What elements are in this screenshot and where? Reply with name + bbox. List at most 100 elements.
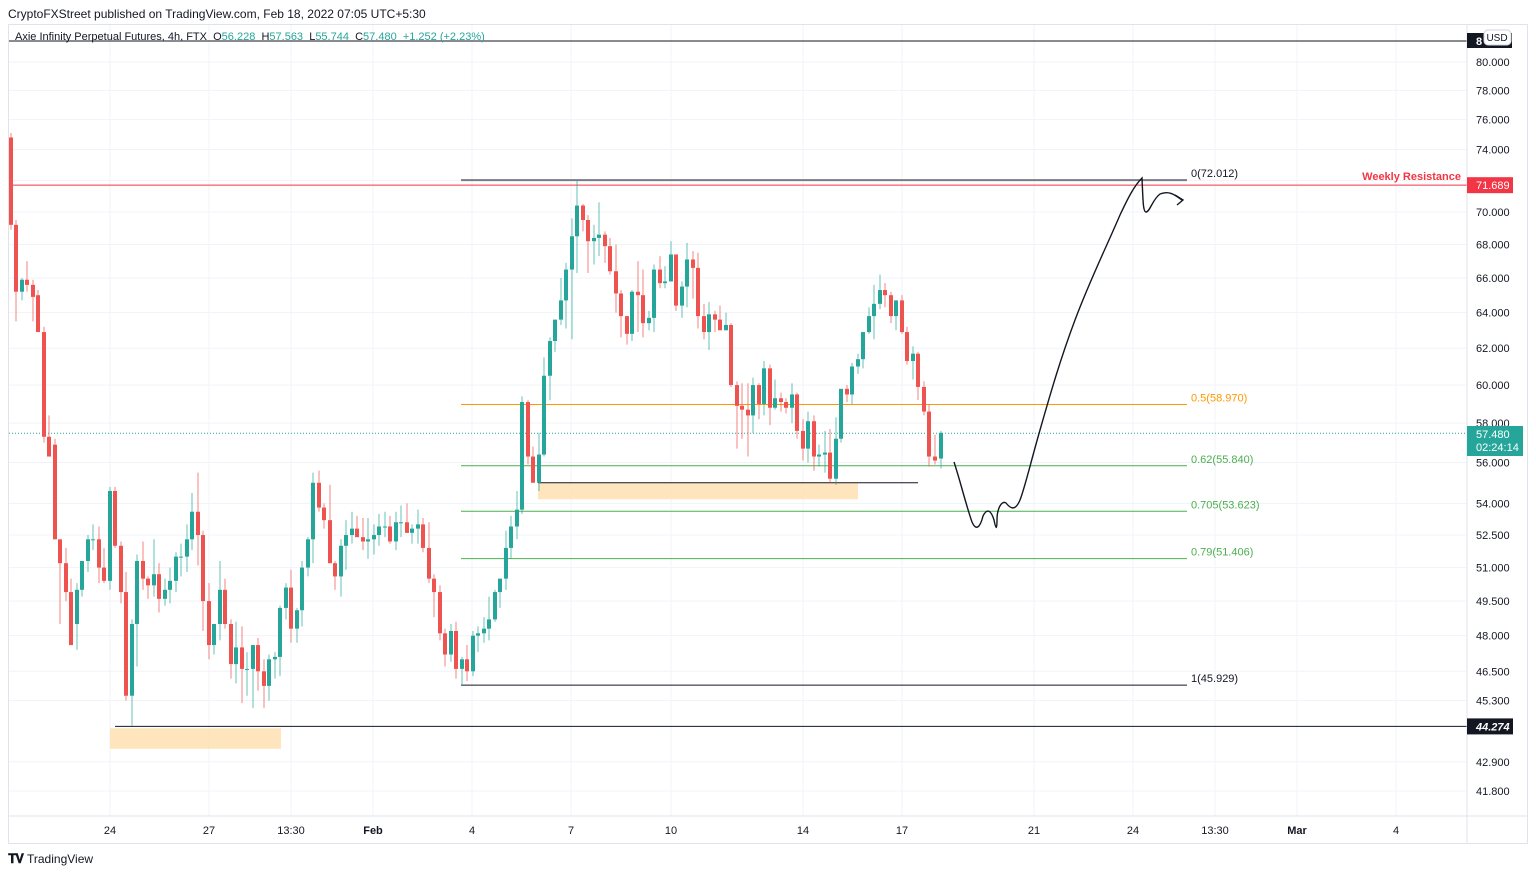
candle <box>939 430 943 469</box>
candle-body <box>9 137 13 225</box>
support-price-tag <box>1467 718 1513 735</box>
projection-drawing <box>953 176 1185 529</box>
price-tick-label: 70.000 <box>1476 207 1510 219</box>
candle-body <box>69 592 73 646</box>
candle-body <box>658 269 662 284</box>
candle <box>421 518 425 553</box>
candle <box>361 518 365 551</box>
candle <box>284 583 288 620</box>
candle <box>641 269 645 338</box>
candle-body <box>707 314 711 333</box>
candle-body <box>20 279 24 292</box>
time-tick-label: 13:30 <box>277 825 305 837</box>
candle-body <box>724 324 728 331</box>
candle <box>773 379 777 410</box>
candle-body <box>388 526 392 542</box>
candle-body <box>856 359 860 367</box>
candle <box>861 332 865 369</box>
candle <box>757 383 761 420</box>
candle-body <box>872 303 876 317</box>
candle <box>201 530 205 631</box>
candle <box>113 486 117 548</box>
candle <box>526 400 530 465</box>
candle <box>707 302 711 351</box>
candle-body <box>779 398 783 403</box>
candle <box>47 415 51 457</box>
candle-body <box>284 587 288 608</box>
symbol-legend: Axie Infinity Perpetual Futures, 4h, FTX… <box>15 31 485 43</box>
time-axis[interactable]: 24 27 13:30 Feb 4 7 10 14 17 21 24 13:30 Mar 4 <box>9 815 1527 837</box>
candle-body <box>680 286 684 306</box>
candle <box>328 484 332 564</box>
last-price-tag <box>1467 426 1523 456</box>
candle <box>405 503 409 533</box>
candle-body <box>608 246 612 272</box>
candle-body <box>75 589 79 625</box>
candle-body <box>817 454 821 457</box>
candle <box>295 607 299 643</box>
candle <box>603 231 607 263</box>
tradingview-logo-icon: 𝐓𝐕 <box>8 851 24 866</box>
candle <box>520 396 524 514</box>
candle-body <box>515 509 519 527</box>
candle <box>905 326 909 365</box>
candle <box>872 284 876 340</box>
candle-body <box>229 624 233 665</box>
candle-body <box>718 319 722 331</box>
candle-body <box>306 539 310 568</box>
price-tick-label: 51.000 <box>1476 563 1510 575</box>
candle <box>575 180 579 273</box>
candle-body <box>509 526 513 548</box>
candle <box>311 472 315 564</box>
candle-body <box>465 659 469 672</box>
candle-body <box>570 236 574 270</box>
candle-body <box>619 293 623 317</box>
candle <box>394 511 398 551</box>
candle <box>779 392 783 412</box>
candle-body <box>773 398 777 408</box>
projection-path <box>953 176 1183 529</box>
candle <box>674 254 678 311</box>
candle-body <box>251 645 255 669</box>
candle-body <box>691 259 695 268</box>
currency-badge-text: USD <box>1486 33 1507 44</box>
candle-body <box>410 528 414 533</box>
candle <box>922 381 926 416</box>
candle-body <box>108 490 112 581</box>
candle <box>20 278 24 301</box>
candle-body <box>350 528 354 536</box>
candle <box>867 307 871 334</box>
candle-body <box>476 633 480 636</box>
fib-label: 0(72.012) <box>1191 168 1238 180</box>
price-axis[interactable]: 80.000 78.000 76.000 74.000 70.000 68.000 66.0… <box>1466 25 1523 843</box>
fib-label: 1(45.929) <box>1191 673 1238 685</box>
candle <box>768 364 772 426</box>
candle <box>878 274 882 310</box>
candle-body <box>685 259 689 287</box>
candle-body <box>344 535 348 546</box>
candle <box>58 539 62 625</box>
candle-body <box>757 385 761 404</box>
candle <box>647 310 651 331</box>
currency-badge <box>1483 29 1512 46</box>
candle <box>790 383 794 424</box>
candle-body <box>553 319 557 342</box>
candle-body <box>460 659 464 669</box>
demand-zone-2 <box>538 482 858 500</box>
candle <box>135 554 139 667</box>
candle <box>713 310 717 333</box>
candle <box>900 295 904 334</box>
candle <box>207 583 211 660</box>
candle-body <box>289 587 293 629</box>
candle-body <box>201 535 205 602</box>
candle-body <box>729 324 733 386</box>
candle-body <box>146 578 150 586</box>
candle-body <box>141 560 145 579</box>
candle-body <box>157 574 161 599</box>
candle <box>581 203 585 232</box>
candle <box>339 539 343 597</box>
candle-body <box>427 547 431 579</box>
candle-body <box>405 522 409 533</box>
candle <box>427 522 431 584</box>
